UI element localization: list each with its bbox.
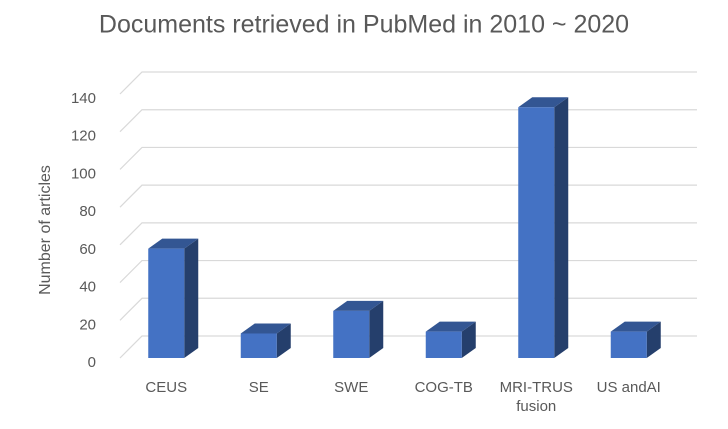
bar-front: [240, 333, 277, 358]
bar: [425, 321, 476, 358]
bar-front: [333, 310, 370, 358]
x-tick-label: MRI-TRUS fusion: [499, 379, 573, 415]
bar: [518, 97, 569, 358]
y-tick-label: 0: [88, 354, 96, 371]
bar-front: [518, 107, 555, 358]
y-tick-label: 140: [71, 90, 96, 107]
x-tick-label: SE: [248, 379, 269, 396]
x-tick-label: US andAI: [596, 379, 661, 396]
grid-line: [119, 184, 697, 208]
y-tick-label: 100: [71, 165, 96, 182]
bar-top: [148, 238, 199, 249]
bar-side: [276, 323, 291, 358]
grid-line: [119, 335, 697, 359]
grid-line: [119, 146, 697, 170]
x-tick-label: CEUS: [145, 379, 188, 396]
bar-front: [425, 331, 462, 358]
bar-side: [646, 321, 661, 358]
x-tick-label: SWE: [334, 379, 369, 396]
bar-front: [610, 331, 647, 358]
x-tick-label: COG-TB: [414, 379, 473, 396]
bar-top: [240, 323, 291, 334]
grid-line: [119, 71, 697, 95]
bar-side: [369, 300, 384, 358]
chart-title: Documents retrieved in PubMed in 2010 ~ …: [99, 11, 629, 39]
grid-line: [119, 222, 697, 246]
y-tick-label: 20: [79, 316, 96, 333]
y-tick-label: 40: [79, 279, 96, 296]
bar-front: [148, 248, 185, 358]
grid-line: [119, 259, 697, 283]
grid-line: [119, 109, 697, 133]
bar: [240, 323, 291, 358]
bar-top: [610, 321, 661, 332]
bar-side: [554, 97, 569, 358]
grid-line: [119, 297, 697, 321]
bar: [610, 321, 661, 358]
bar-top: [518, 97, 569, 108]
bar: [333, 300, 384, 358]
bar-top: [425, 321, 476, 332]
bar-top: [333, 300, 384, 311]
bar-side: [184, 238, 199, 358]
y-tick-label: 120: [71, 128, 96, 145]
y-tick-label: 60: [79, 241, 96, 258]
bar-side: [461, 321, 476, 358]
y-axis-label: Number of articles: [37, 165, 54, 295]
y-tick-label: 80: [79, 203, 96, 220]
bar: [148, 238, 199, 358]
